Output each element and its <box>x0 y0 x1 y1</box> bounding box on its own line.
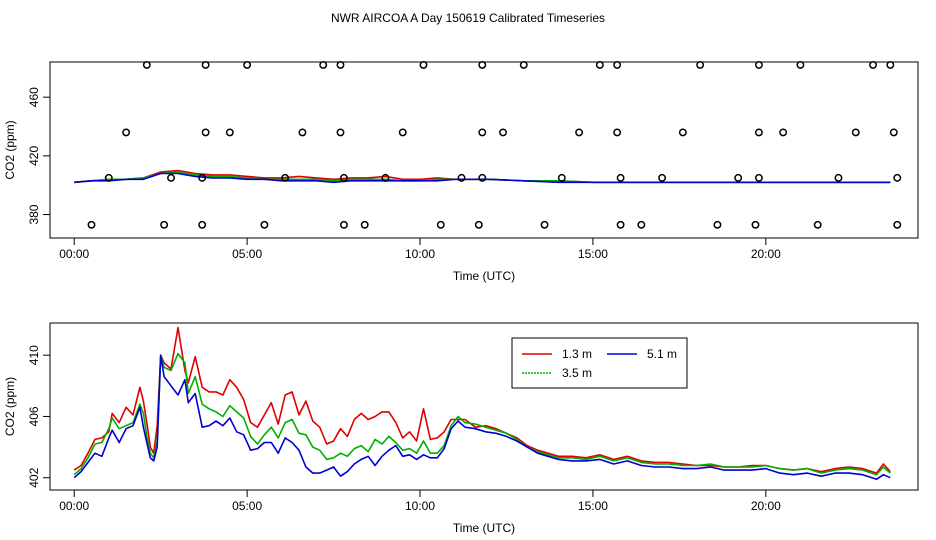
top-chart-xlabel: Time (UTC) <box>453 269 515 283</box>
legend-label: 5.1 m <box>647 347 677 361</box>
top-chart-marker-point <box>167 173 175 182</box>
top-chart-marker-point <box>87 220 96 229</box>
top-chart-xtick-label: 05:00 <box>232 247 262 261</box>
bottom-chart-xtick-label: 15:00 <box>578 499 608 513</box>
top-chart-marker-point <box>796 60 805 69</box>
top-chart-marker-point <box>754 60 763 69</box>
legend-box <box>511 337 688 389</box>
top-chart-ytick-label: 460 <box>27 87 41 107</box>
top-chart-marker-point <box>754 173 763 182</box>
top-chart-marker-point <box>478 128 487 137</box>
bottom-chart-legend: 1.3 m 5.1 m 3.5 m <box>511 337 688 389</box>
bottom-chart-ytick-label: 406 <box>27 406 41 426</box>
bottom-chart-series-3-5-m-line <box>73 352 891 476</box>
top-chart-xtick-label: 10:00 <box>405 247 435 261</box>
top-chart-marker-point <box>889 128 898 137</box>
top-chart-marker-point <box>519 60 528 69</box>
top-chart-marker-point <box>869 60 877 69</box>
top-chart-marker-point <box>893 220 902 229</box>
bottom-chart-xtick-label: 20:00 <box>751 499 781 513</box>
top-chart-marker-point <box>419 60 428 69</box>
top-chart-marker-point <box>834 173 843 182</box>
top-chart-marker-point <box>540 220 549 229</box>
top-chart-marker-point <box>734 173 743 182</box>
top-chart-xtick-label: 20:00 <box>751 247 781 261</box>
top-chart-marker-point <box>613 128 622 137</box>
top-chart-marker-point <box>813 220 822 229</box>
top-chart-marker-point <box>360 220 369 229</box>
top-chart-marker-point <box>851 128 860 137</box>
bottom-chart-ytick-label: 410 <box>27 345 41 365</box>
top-panel: 00:00 05:00 10:00 15:00 20:00 Time (UTC) 380 42… <box>3 60 919 283</box>
top-chart-marker-point <box>198 173 207 182</box>
bottom-chart-ylabel: CO2 (ppm) <box>3 377 17 436</box>
bottom-panel: 00:00 05:00 10:00 15:00 20:00 Time (UTC) 402 40… <box>3 322 919 535</box>
top-chart-marker-point <box>336 128 345 137</box>
top-chart-marker-point <box>436 220 445 229</box>
top-chart-marker-point <box>243 60 252 69</box>
top-chart-marker-point <box>616 173 625 182</box>
top-chart-marker-point <box>339 220 348 229</box>
top-chart-ytick-label: 380 <box>27 204 41 224</box>
legend-label: 1.3 m <box>562 347 592 361</box>
top-chart-marker-point <box>613 60 622 69</box>
top-chart-marker-point <box>225 128 234 137</box>
top-chart-marker-point <box>713 220 722 229</box>
top-chart-marker-point <box>160 220 169 229</box>
top-chart-marker-point <box>198 220 207 229</box>
bottom-chart-xlabel: Time (UTC) <box>453 521 515 535</box>
top-chart-marker-point <box>893 173 902 182</box>
top-chart-ylabel: CO2 (ppm) <box>3 120 17 179</box>
top-chart-marker-point <box>381 173 390 182</box>
bottom-chart-xtick-label: 10:00 <box>405 499 435 513</box>
top-chart-marker-point <box>122 128 131 137</box>
top-chart-marker-point <box>319 60 328 69</box>
top-chart-marker-point <box>557 173 566 182</box>
top-chart-marker-point <box>474 220 483 229</box>
page-title: NWR AIRCOA A Day 150619 Calibrated Times… <box>331 11 605 25</box>
top-chart-marker-point <box>595 60 604 69</box>
top-chart-marker-point <box>201 60 210 69</box>
top-chart-marker-point <box>457 173 466 182</box>
top-chart-marker-point <box>298 128 307 137</box>
top-chart-xtick-label: 00:00 <box>59 247 89 261</box>
top-chart-marker-point <box>658 173 667 182</box>
top-chart-marker-point <box>751 220 760 229</box>
top-chart-marker-point <box>499 128 507 137</box>
top-chart-marker-point <box>142 60 151 69</box>
top-chart-frame <box>49 61 919 239</box>
top-chart-marker-point <box>339 173 348 182</box>
top-chart-marker-point <box>398 128 407 137</box>
top-chart-marker-point <box>336 60 345 69</box>
bottom-chart-frame <box>49 322 919 491</box>
bottom-chart-ytick-label: 402 <box>27 467 41 487</box>
bottom-chart-xtick-label: 05:00 <box>232 499 262 513</box>
top-chart-marker-point <box>281 173 290 182</box>
top-chart-marker-point <box>754 128 763 137</box>
bottom-chart-series-5-1-m-line <box>73 354 891 481</box>
top-chart-xtick-label: 15:00 <box>578 247 608 261</box>
top-chart-marker-point <box>478 173 487 182</box>
top-chart-marker-point <box>616 220 625 229</box>
top-chart-ytick-label: 420 <box>27 146 41 166</box>
top-chart-marker-point <box>201 128 210 137</box>
top-chart-marker-point <box>575 128 584 137</box>
legend-label: 3.5 m <box>562 366 592 380</box>
top-chart-marker-point <box>260 220 269 229</box>
top-chart-marker-point <box>478 60 487 69</box>
top-chart-marker-point <box>886 60 895 69</box>
top-chart-marker-point <box>104 173 113 182</box>
top-chart-marker-point <box>779 128 788 137</box>
top-chart-marker-point <box>637 220 646 229</box>
top-chart-marker-point <box>696 60 705 69</box>
bottom-chart-xtick-label: 00:00 <box>59 499 89 513</box>
top-chart-marker-point <box>678 128 687 137</box>
